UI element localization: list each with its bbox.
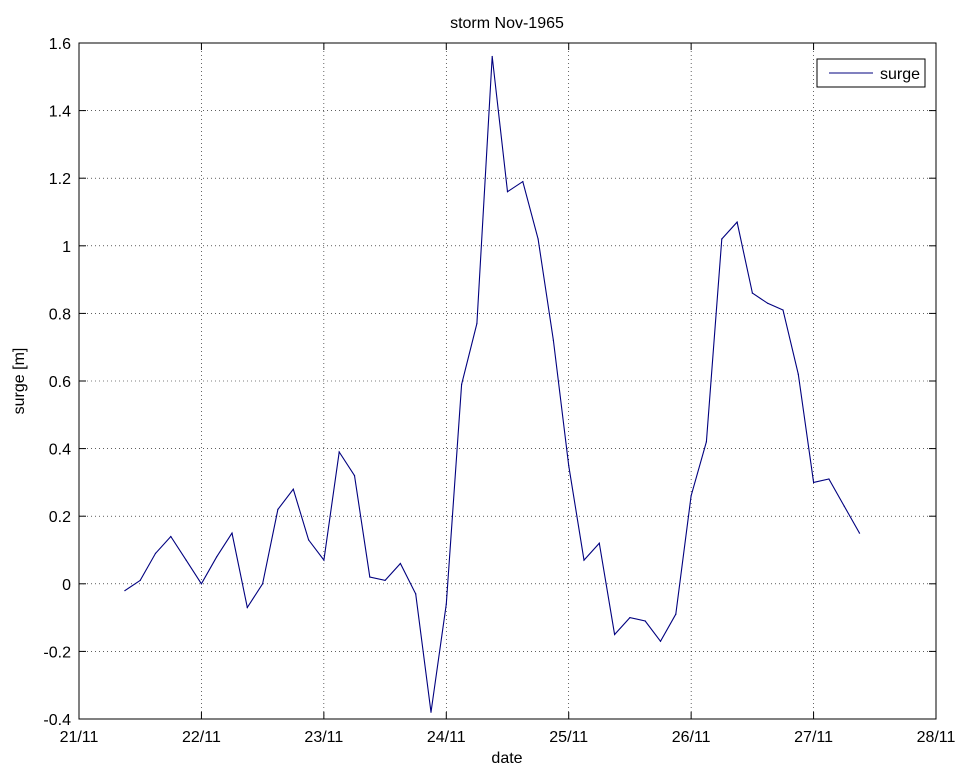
data-point (369, 576, 371, 578)
data-point (292, 488, 294, 490)
data-point (629, 617, 631, 619)
ticks-layer: 21/11 22/11 23/11 24/11 25/11 26/11 27/11 28/11… (43, 36, 955, 746)
data-point (476, 322, 478, 325)
data-point (308, 539, 310, 541)
data-point (338, 451, 340, 453)
x-tick-label: 23/11 (304, 729, 343, 746)
x-tick-label: 25/11 (549, 729, 588, 746)
data-point (522, 181, 524, 183)
y-tick-label: 1 (62, 239, 71, 256)
data-point (858, 532, 861, 534)
data-point (216, 556, 218, 558)
x-tick-label: 26/11 (672, 729, 711, 746)
data-point (797, 373, 799, 375)
data-point (185, 559, 187, 561)
data-point (124, 590, 126, 592)
x-tick-label: 22/11 (182, 729, 221, 746)
data-point (246, 606, 248, 609)
data-point (690, 495, 692, 497)
data-point (461, 383, 463, 385)
y-tick-label: 1.6 (49, 36, 71, 53)
series-layer (124, 55, 861, 713)
y-tick-label: 0.6 (49, 374, 71, 391)
data-point (200, 583, 202, 585)
data-point (430, 711, 432, 713)
y-tick-label: 0 (62, 577, 71, 594)
data-point (384, 579, 386, 582)
data-point (583, 559, 585, 561)
data-point (170, 535, 172, 538)
x-tick-label: 24/11 (427, 729, 466, 746)
x-axis-label: date (491, 750, 522, 767)
x-tick-label: 27/11 (794, 729, 833, 746)
data-point (262, 583, 264, 585)
x-tick-label: 21/11 (60, 729, 99, 746)
data-point (353, 475, 356, 477)
legend-label: surge (880, 66, 920, 83)
data-point (537, 238, 539, 240)
data-point (506, 191, 509, 193)
data-point (552, 339, 555, 341)
data-point (491, 55, 493, 58)
y-tick-label: -0.4 (43, 712, 71, 729)
y-tick-label: 0.4 (49, 442, 71, 459)
chart-title: storm Nov-1965 (450, 15, 564, 32)
data-point (614, 633, 616, 636)
y-tick-label: 1.2 (49, 171, 71, 188)
y-tick-label: 0.8 (49, 306, 71, 323)
data-point (721, 238, 723, 240)
data-point (782, 309, 784, 311)
data-point (323, 559, 325, 561)
data-point (736, 221, 738, 223)
data-point (568, 464, 570, 467)
legend: surge (816, 58, 926, 88)
y-tick-label: 1.4 (49, 104, 71, 121)
data-point (813, 481, 815, 483)
data-point (415, 593, 417, 595)
y-tick-label: 0.2 (49, 509, 71, 526)
data-point (445, 603, 447, 605)
grid-layer (79, 43, 936, 719)
data-point (399, 562, 401, 565)
data-point (231, 532, 233, 534)
data-point (751, 292, 754, 294)
data-point (659, 640, 662, 642)
data-point (277, 508, 279, 510)
data-point (705, 441, 708, 443)
data-point (644, 620, 646, 622)
data-point (675, 613, 677, 615)
y-axis-label: surge [m] (11, 348, 28, 415)
data-point (598, 542, 600, 544)
data-point (154, 552, 157, 555)
y-tick-label: -0.2 (43, 644, 71, 661)
data-point (843, 505, 845, 507)
data-point (767, 302, 769, 304)
data-point (139, 579, 141, 582)
x-tick-label: 28/11 (917, 729, 956, 746)
data-point (828, 478, 830, 480)
